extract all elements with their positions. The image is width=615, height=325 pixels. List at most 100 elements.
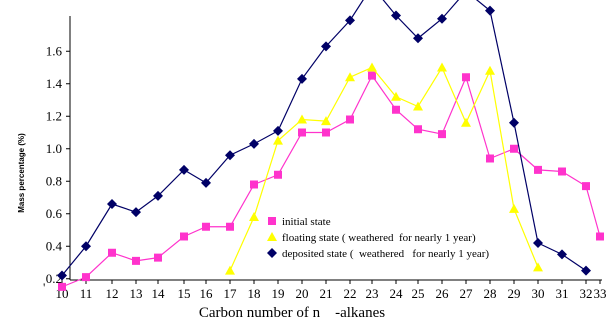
x-tick-label: 16 bbox=[200, 286, 214, 301]
series-2 bbox=[225, 62, 543, 275]
data-point bbox=[392, 105, 400, 114]
x-axis-ticks: 10 11 12 13 14 15 16 17 18 19 20 21 22 23 24 25 26 27 28 29… bbox=[56, 280, 607, 301]
data-point bbox=[82, 273, 90, 282]
data-point bbox=[273, 135, 283, 145]
data-point bbox=[202, 222, 210, 231]
data-point bbox=[132, 256, 140, 265]
x-tick-label: 28 bbox=[484, 286, 497, 301]
data-point bbox=[533, 262, 543, 272]
series-layer bbox=[57, 0, 604, 291]
data-point bbox=[581, 265, 591, 276]
data-point bbox=[485, 5, 495, 16]
data-point bbox=[297, 73, 307, 84]
x-tick-label: 24 bbox=[390, 286, 404, 301]
data-point bbox=[437, 62, 447, 72]
series-1 bbox=[58, 71, 604, 291]
x-tick-label: 33 bbox=[594, 286, 607, 301]
legend-label: deposited state ( weathered for nearly 1… bbox=[282, 248, 489, 260]
data-point bbox=[368, 71, 376, 80]
data-point bbox=[509, 203, 519, 213]
data-point bbox=[201, 177, 211, 188]
data-point bbox=[413, 101, 423, 111]
x-tick-label: 31 bbox=[556, 286, 569, 301]
data-point bbox=[486, 154, 494, 163]
data-point bbox=[510, 144, 518, 153]
data-point bbox=[367, 62, 377, 72]
legend-marker bbox=[268, 217, 276, 225]
x-tick-label: 20 bbox=[296, 286, 309, 301]
y-tick-label: 1.4 bbox=[46, 76, 63, 91]
y-tick-label: 0.6 bbox=[46, 206, 63, 221]
y-tick-label: 1.6 bbox=[46, 43, 63, 58]
data-point bbox=[346, 115, 354, 124]
data-point bbox=[345, 15, 355, 26]
data-point bbox=[273, 125, 283, 136]
y-tick-label: 0.2 bbox=[46, 271, 62, 286]
data-point bbox=[154, 253, 162, 262]
x-tick-label: 27 bbox=[460, 286, 474, 301]
data-point bbox=[250, 180, 258, 189]
data-point bbox=[558, 167, 566, 176]
x-tick-label: 13 bbox=[130, 286, 143, 301]
x-tick-label: 12 bbox=[106, 286, 119, 301]
x-tick-label: 26 bbox=[436, 286, 450, 301]
y-tick-label: 0.8 bbox=[46, 173, 62, 188]
y-axis-label: Mass percentage (%) bbox=[17, 133, 26, 213]
data-point bbox=[321, 116, 331, 126]
data-point bbox=[249, 138, 259, 149]
data-point bbox=[414, 125, 422, 134]
data-point bbox=[534, 165, 542, 174]
data-point bbox=[391, 10, 401, 21]
data-point bbox=[461, 117, 471, 127]
legend: initial state floating state ( weathered … bbox=[267, 216, 489, 260]
data-point bbox=[108, 248, 116, 257]
x-tick-label: 21 bbox=[320, 286, 333, 301]
x-tick-label: 25 bbox=[412, 286, 425, 301]
data-point bbox=[509, 117, 519, 128]
data-point bbox=[225, 150, 235, 161]
data-point bbox=[462, 73, 470, 82]
x-tick-label: 29 bbox=[508, 286, 521, 301]
data-point bbox=[107, 199, 117, 209]
x-tick-label: 32 bbox=[580, 286, 593, 301]
data-point bbox=[321, 41, 331, 52]
x-tick-label: 14 bbox=[152, 286, 166, 301]
y-tick-label: 0.4 bbox=[46, 238, 63, 253]
legend-label: initial state bbox=[282, 216, 331, 228]
y-tick-label: 1.2 bbox=[46, 108, 62, 123]
x-tick-label: 18 bbox=[248, 286, 261, 301]
y-tick-label: 1.0 bbox=[46, 141, 62, 156]
data-point bbox=[322, 128, 330, 137]
data-point bbox=[297, 114, 307, 124]
stray-mark: ' bbox=[43, 280, 45, 295]
data-point bbox=[225, 265, 235, 275]
x-tick-label: 17 bbox=[224, 286, 238, 301]
data-point bbox=[596, 232, 604, 241]
x-tick-label: 11 bbox=[80, 286, 93, 301]
data-point bbox=[485, 65, 495, 75]
legend-marker bbox=[267, 232, 277, 241]
axes bbox=[69, 16, 602, 281]
data-point bbox=[437, 13, 447, 24]
data-point bbox=[179, 164, 189, 175]
x-tick-label: 15 bbox=[178, 286, 191, 301]
data-point bbox=[180, 232, 188, 241]
data-point bbox=[557, 249, 567, 260]
data-point bbox=[274, 170, 282, 179]
x-tick-label: 19 bbox=[272, 286, 285, 301]
data-point bbox=[131, 207, 141, 218]
data-point bbox=[582, 182, 590, 191]
data-point bbox=[249, 212, 259, 221]
data-point bbox=[533, 238, 543, 248]
data-point bbox=[413, 33, 423, 44]
x-tick-label: 23 bbox=[366, 286, 379, 301]
data-point bbox=[298, 128, 306, 137]
data-point bbox=[391, 91, 401, 101]
data-point bbox=[57, 270, 67, 281]
data-point bbox=[345, 72, 355, 82]
x-tick-label: 30 bbox=[532, 286, 545, 301]
y-axis-ticks: 0.2 0.4 0.6 0.8 1.0 1.2 1.4 1.6 bbox=[46, 43, 70, 286]
legend-marker bbox=[267, 248, 277, 258]
data-point bbox=[226, 222, 234, 231]
